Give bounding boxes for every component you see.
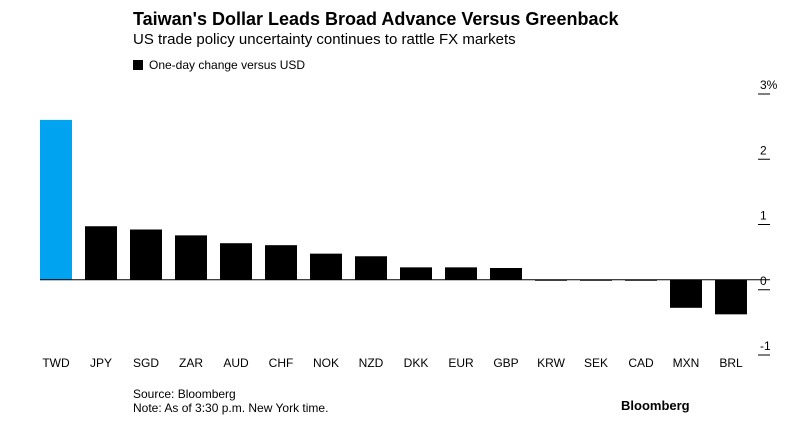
legend-swatch [133,60,143,70]
bar-chf [265,245,297,280]
x-tick-label: AUD [223,356,249,370]
bar-twd [40,119,72,280]
x-tick-label: SGD [133,356,159,370]
x-tick-label: GBP [493,356,518,370]
legend: One-day change versus USD [133,58,305,72]
bar-eur [445,267,477,280]
x-tick-label: MXN [673,356,700,370]
bar-gbp [490,268,522,280]
y-tick-label: 3% [760,78,778,92]
y-tick-label: 2 [760,143,767,157]
y-tick-label: -1 [760,339,771,353]
bar-aud [220,243,252,280]
bar-nok [310,253,342,280]
bar-brl [715,279,747,315]
bar-mxn [670,279,702,308]
x-tick-label: CHF [269,356,294,370]
bar-sgd [130,229,162,280]
x-tick-label: DKK [404,356,429,370]
x-tick-label: JPY [90,356,112,370]
x-tick-label: CAD [628,356,654,370]
bar-zar [175,235,207,280]
x-tick-label: KRW [537,356,565,370]
y-tick-label: 1 [760,209,767,223]
x-tick-label: NZD [359,356,384,370]
x-tick-label: EUR [448,356,474,370]
legend-label: One-day change versus USD [149,58,306,72]
chart-subtitle: US trade policy uncertainty continues to… [133,31,516,48]
chart-title: Taiwan's Dollar Leads Broad Advance Vers… [133,9,619,29]
x-tick-label: ZAR [179,356,203,370]
x-tick-label: TWD [42,356,70,370]
x-tick-label: BRL [719,356,743,370]
note-text: Note: As of 3:30 p.m. New York time. [133,401,329,415]
bar-jpy [85,226,117,280]
x-tick-label: NOK [313,356,339,370]
source-text: Source: Bloomberg [133,387,236,401]
bar-nzd [355,256,387,280]
x-tick-label: SEK [584,356,608,370]
y-tick-label: 0 [760,274,767,288]
bar-dkk [400,267,432,280]
footnote: Source: Bloomberg Note: As of 3:30 p.m. … [133,387,328,415]
bloomberg-logo: Bloomberg [621,398,690,413]
